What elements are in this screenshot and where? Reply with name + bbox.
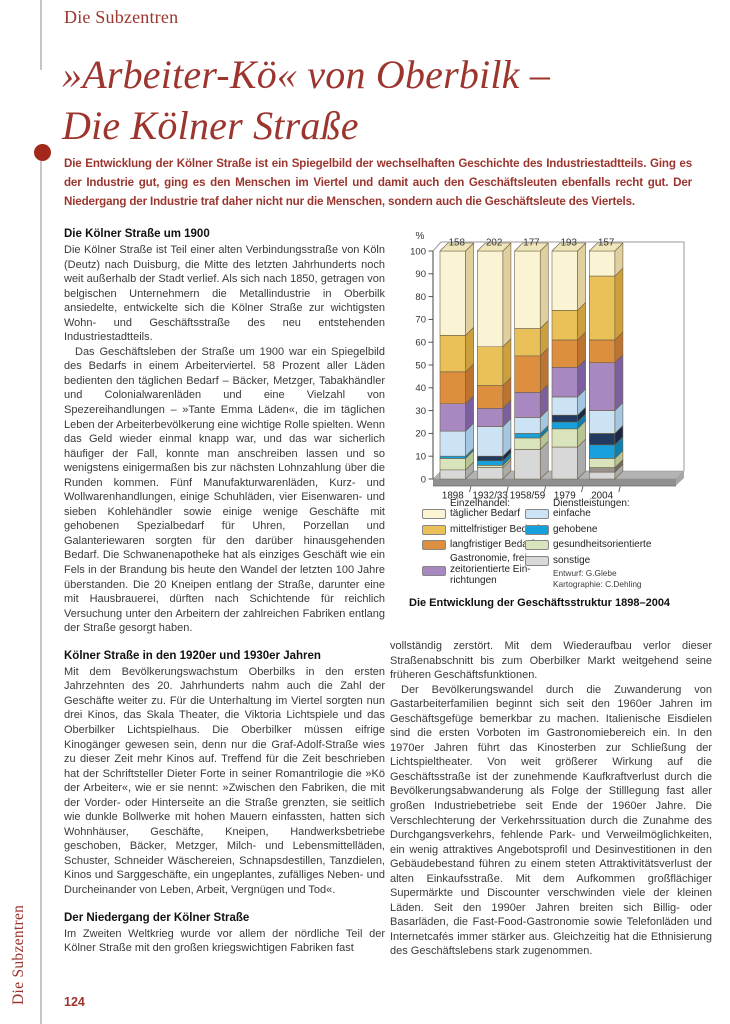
body-column-right: vollständig zerstört. Mit dem Wiederaufb… bbox=[390, 639, 712, 959]
legend-swatch-einfache bbox=[525, 509, 549, 519]
page-title: »Arbeiter-Kö« von Oberbilk – Die Kölner … bbox=[62, 49, 550, 151]
figure-credits: Entwurf: G.Glebe Kartographie: C.Dehling bbox=[553, 568, 642, 589]
section-heading-niedergang: Der Niedergang der Kölner Straße bbox=[64, 911, 250, 924]
svg-text:157: 157 bbox=[598, 238, 614, 249]
paragraph: Mit dem Bevölkerungswachstum Oberbilks i… bbox=[64, 665, 385, 896]
svg-text:202: 202 bbox=[486, 238, 502, 249]
body-column-left: Die Kölner Straße um 1900 Die Kölner Str… bbox=[64, 227, 385, 956]
svg-text:100: 100 bbox=[410, 246, 426, 257]
svg-text:%: % bbox=[416, 231, 425, 242]
svg-text:1979: 1979 bbox=[554, 491, 576, 502]
legend-label: langfristiger Bedarf bbox=[450, 539, 534, 550]
svg-text:60: 60 bbox=[415, 338, 426, 349]
svg-text:90: 90 bbox=[415, 269, 426, 280]
section-heading-1900: Die Kölner Straße um 1900 bbox=[64, 228, 210, 240]
intro-paragraph: Die Entwicklung der Kölner Straße ist ei… bbox=[64, 157, 692, 208]
paragraph: Im Zweiten Weltkrieg wurde vor allem der… bbox=[64, 927, 385, 955]
svg-text:50: 50 bbox=[415, 360, 426, 371]
svg-text:20: 20 bbox=[415, 429, 426, 440]
legend-group-title-dienstleistungen: Dienstleistungen: bbox=[553, 498, 630, 509]
svg-text:158: 158 bbox=[449, 238, 466, 249]
legend-swatch-langfristiger-bedarf bbox=[422, 540, 446, 550]
figure-caption: Die Entwicklung der Geschäftsstruktur 18… bbox=[409, 597, 671, 609]
svg-text:2004: 2004 bbox=[591, 491, 613, 502]
legend-label: einfache bbox=[553, 508, 591, 519]
paragraph: Der Bevölkerungswandel durch die Zuwande… bbox=[390, 683, 712, 958]
legend-label: täglicher Bedarf bbox=[450, 508, 521, 519]
page-title-line1: »Arbeiter-Kö« von Oberbilk – bbox=[62, 52, 551, 97]
svg-text:80: 80 bbox=[415, 292, 426, 303]
legend-label: gehobene bbox=[553, 523, 598, 535]
legend-swatch-gehobene bbox=[525, 524, 549, 535]
svg-text:0: 0 bbox=[421, 474, 426, 485]
margin-rule-top bbox=[40, 0, 42, 70]
legend-swatch-gesundheitsorientierte bbox=[525, 540, 549, 550]
legend-label: Gastronomie, frei- zeitorientierte Ein- … bbox=[450, 553, 531, 586]
side-tab-label: Die Subzentren bbox=[10, 904, 27, 1005]
paragraph: Die Kölner Straße ist Teil einer alten V… bbox=[64, 244, 385, 344]
svg-text:70: 70 bbox=[415, 315, 426, 326]
margin-rule bbox=[40, 161, 42, 1024]
chapter-bullet-icon bbox=[34, 144, 51, 161]
svg-text:193: 193 bbox=[561, 238, 578, 249]
chart-legend: Einzelhandel: täglicher Bedarf mittelfri… bbox=[420, 496, 720, 596]
section-heading-1920er: Kölner Straße in den 1920er und 1930er J… bbox=[64, 649, 321, 662]
legend-swatch-taeglicher-bedarf bbox=[422, 509, 446, 519]
svg-text:1898: 1898 bbox=[442, 491, 464, 502]
paragraph: Das Geschäftsleben der Straße um 1900 wa… bbox=[64, 345, 385, 635]
legend-swatch-gastronomie bbox=[422, 566, 446, 576]
stacked-bar-chart: 0 10 20 30 40 50 60 70 80 90 100% 158 202 177 193 157 18… bbox=[410, 231, 685, 502]
page-number: 124 bbox=[64, 995, 85, 1009]
legend-swatch-sonstige bbox=[525, 555, 549, 566]
legend-label: sonstige bbox=[553, 554, 591, 566]
page-title-line2: Die Kölner Straße bbox=[62, 103, 359, 148]
svg-text:10: 10 bbox=[415, 452, 426, 463]
legend-swatch-mittelfristiger-bedarf bbox=[422, 524, 446, 535]
svg-text:30: 30 bbox=[415, 406, 426, 417]
legend-group-title-einzelhandel: Einzelhandel: bbox=[450, 498, 511, 509]
svg-text:1958/59: 1958/59 bbox=[510, 491, 545, 502]
paragraph: vollständig zerstört. Mit dem Wiederaufb… bbox=[390, 640, 712, 682]
svg-text:40: 40 bbox=[415, 383, 426, 394]
svg-text:177: 177 bbox=[523, 238, 539, 249]
legend-label: gesundheitsorientierte bbox=[553, 539, 652, 550]
chapter-kicker: Die Subzentren bbox=[64, 7, 179, 27]
legend-label: mittelfristiger Bedarf bbox=[450, 523, 539, 535]
svg-text:1932/33: 1932/33 bbox=[472, 491, 508, 502]
